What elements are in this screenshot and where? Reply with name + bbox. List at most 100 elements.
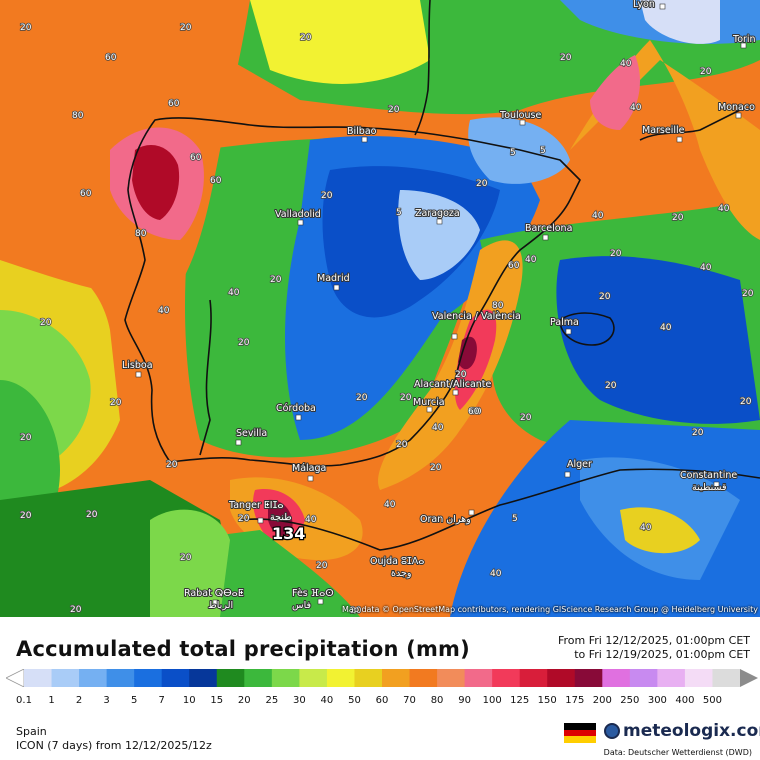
- city-marker-oran: [468, 509, 475, 516]
- brand-logo[interactable]: meteologix.com: [604, 721, 760, 741]
- scale-tick-label: 70: [403, 695, 416, 706]
- contour-label: 20: [356, 393, 368, 403]
- scale-swatch: [24, 669, 53, 687]
- scale-swatch: [657, 669, 686, 687]
- portugal-border: [199, 299, 212, 456]
- city-marker-sevilla: [235, 439, 242, 446]
- scale-tick-label: 25: [265, 695, 279, 706]
- city-label: قسنطينة: [692, 482, 727, 493]
- contour-label: 60: [470, 407, 482, 417]
- scale-tick-label: 2: [75, 695, 83, 706]
- city-label: Constantine: [680, 470, 737, 481]
- scale-swatch: [547, 669, 576, 687]
- contour-label: 20: [455, 370, 467, 380]
- scale-tick-label: 400: [675, 695, 695, 706]
- north-africa-coast: [239, 468, 760, 551]
- scale-tick-label: 500: [702, 695, 722, 706]
- contour-label: 20: [740, 397, 752, 407]
- contour-label: 5: [512, 514, 518, 524]
- contour-label: 20: [86, 510, 98, 520]
- contour-label: 60: [168, 99, 180, 109]
- contour-label: 80: [72, 111, 84, 121]
- valencia-red: [454, 309, 497, 410]
- contour-label: 20: [520, 413, 532, 423]
- scale-swatch: [354, 669, 383, 687]
- precipitation-map[interactable]: Lyon Torin Toulouse Monaco Marseille Bil…: [0, 0, 760, 617]
- flag-stripe: [564, 729, 596, 737]
- city-label: Bilbao: [347, 126, 377, 137]
- city-label: Valladolid: [275, 209, 321, 220]
- scale-tick-label: 90: [458, 695, 471, 706]
- contour-label: 20: [321, 191, 333, 201]
- scale-tick-label: 150: [537, 695, 557, 706]
- scale-swatch: [326, 669, 355, 687]
- scale-swatch: [189, 669, 218, 687]
- scale-tick-label: 3: [103, 695, 110, 706]
- scale-tick-label: 0.1: [16, 695, 32, 706]
- scale-swatch: [271, 669, 300, 687]
- scale-swatch: [106, 669, 135, 687]
- scale-swatch: [382, 669, 411, 687]
- city-marker-zaragoza: [436, 218, 443, 225]
- city-marker-madrid: [333, 284, 340, 291]
- city-labels: Lyon Torin Toulouse Monaco Marseille Bil…: [121, 0, 757, 612]
- contour-label: 20: [180, 553, 192, 563]
- contour-label: 20: [692, 428, 704, 438]
- contour-label: 5: [396, 208, 402, 218]
- scale-tick-label: 40: [320, 695, 334, 706]
- galicia-red: [132, 145, 180, 220]
- city-label: Tanger ⵟⵏⵊⴰ: [228, 500, 284, 511]
- contour-label: 20: [40, 318, 52, 328]
- globe-icon: [604, 723, 620, 739]
- period-to: to Fri 12/19/2025, 01:00pm CET: [574, 648, 750, 661]
- scale-tick-label: 175: [565, 695, 585, 706]
- coastlines: [124, 0, 760, 551]
- scale-swatch: [464, 669, 493, 687]
- contour-label: 5: [540, 146, 546, 156]
- city-label: Alacant/Alicante: [414, 379, 492, 390]
- scale-tick-label: 10: [182, 695, 196, 706]
- contour-label: 60: [190, 153, 202, 163]
- scale-swatch: [684, 669, 713, 687]
- contour-label: 20: [672, 213, 684, 223]
- scale-tick-label: 7: [158, 695, 165, 706]
- contour-label: 5: [510, 148, 516, 158]
- period-from: From Fri 12/12/2025, 01:00pm CET: [558, 634, 750, 647]
- forecast-period: From Fri 12/12/2025, 01:00pm CET to Fri …: [558, 634, 750, 662]
- city-marker-monaco: [735, 112, 742, 119]
- scale-swatch: [519, 669, 548, 687]
- contour-label: 20: [350, 606, 362, 616]
- contour-label: 20: [610, 249, 622, 259]
- city-label: فاس: [292, 600, 311, 611]
- contour-label: 40: [592, 211, 604, 221]
- contour-label: 20: [110, 398, 122, 408]
- city-marker-bilbao: [361, 136, 368, 143]
- city-label: Lisboa: [122, 360, 153, 371]
- city-marker-rabat: [212, 599, 219, 606]
- city-label: Oran وهران: [420, 514, 471, 525]
- contour-label: 20: [70, 605, 82, 615]
- city-marker-toulouse: [519, 119, 526, 126]
- contour-label: 60: [105, 53, 117, 63]
- mallorca-coast: [559, 312, 615, 346]
- map-canvas: Lyon Torin Toulouse Monaco Marseille Bil…: [0, 0, 760, 617]
- city-label: Córdoba: [276, 403, 316, 414]
- scale-swatch: [51, 669, 80, 687]
- data-source: Data: Deutscher Wetterdienst (DWD): [603, 748, 752, 757]
- flag-stripe: [564, 736, 596, 743]
- city-marker-constantine: [713, 481, 720, 488]
- city-label: Murcia: [413, 397, 445, 408]
- contour-label: 60: [210, 176, 222, 186]
- city-marker-barcelona: [542, 234, 549, 241]
- contour-label: 20: [700, 67, 712, 77]
- contour-label: 20: [742, 289, 754, 299]
- city-label: Torin: [732, 34, 756, 45]
- scale-swatch: [299, 669, 328, 687]
- scale-swatch: [492, 669, 521, 687]
- zaragoza-lightblue: [398, 190, 480, 280]
- scale-arrow-left: [6, 669, 25, 687]
- city-marker-marseille: [676, 136, 683, 143]
- city-label: Sevilla: [236, 428, 267, 439]
- city-label: Madrid: [317, 273, 350, 284]
- city-marker-lyon: [659, 3, 666, 10]
